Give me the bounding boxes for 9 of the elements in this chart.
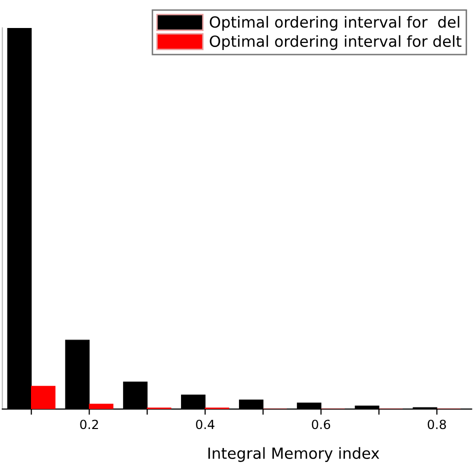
x-tick-label: 0.6	[312, 420, 330, 430]
bar	[88, 404, 114, 410]
x-tick-label: 0.4	[196, 420, 214, 430]
legend-label: Optimal ordering interval for del	[210, 16, 460, 31]
x-tick-label: 0.8	[428, 420, 446, 430]
bar	[30, 386, 56, 410]
x-tick-label: 0.2	[80, 420, 98, 430]
x-axis-title: Integral Memory index	[208, 447, 380, 462]
legend-label: Optimal ordering interval for delt	[210, 35, 462, 50]
